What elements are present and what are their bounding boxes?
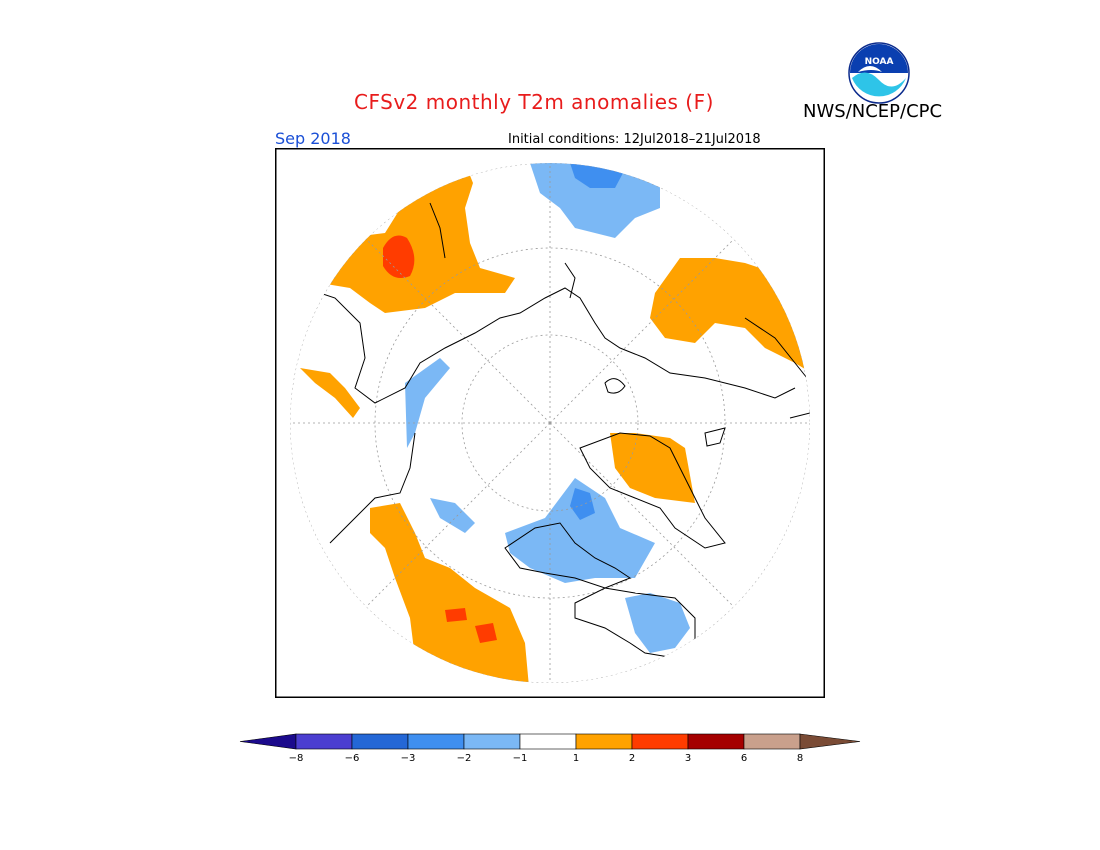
anomaly-siberia-hot xyxy=(383,235,415,279)
anomaly-archipelago-cooler xyxy=(570,488,595,520)
colorbar-tick-label: −6 xyxy=(345,753,360,764)
colorbar-swatch xyxy=(519,733,577,750)
latitude-circle-inner xyxy=(461,334,639,512)
meridian-135 xyxy=(549,422,735,608)
colorbar-tick-label: 3 xyxy=(685,753,691,764)
logo-text: NOAA xyxy=(865,57,894,67)
initial-conditions: Initial conditions: 12Jul2018–21Jul2018 xyxy=(508,132,761,147)
colorbar-arrow-low xyxy=(239,733,297,750)
map-title: CFSv2 monthly T2m anomalies (F) xyxy=(354,90,714,114)
colorbar-tick-label: 2 xyxy=(629,753,635,764)
anomaly-siberia-warm xyxy=(315,163,515,313)
colorbar-arrow-high xyxy=(799,733,861,750)
grid-lines xyxy=(290,163,810,683)
colorbar-swatch xyxy=(631,733,689,750)
anomaly-hudson-cool xyxy=(625,593,690,653)
meridian-225 xyxy=(365,422,551,608)
anomaly-beaufort-cool xyxy=(430,498,475,533)
colorbar-tick-label: −1 xyxy=(513,753,528,764)
colorbar-tick-label: −8 xyxy=(289,753,304,764)
colorbar-tick-label: 6 xyxy=(741,753,747,764)
anomaly-westna-warm xyxy=(370,503,530,683)
anomaly-westna-hot2 xyxy=(475,623,497,643)
noaa-logo: NOAA xyxy=(848,42,910,104)
meridian-315 xyxy=(365,238,551,424)
anomaly-archipelago-cool xyxy=(505,478,655,583)
anomaly-greenland-warm xyxy=(610,433,695,503)
colorbar-swatch xyxy=(351,733,409,750)
anomaly-westna-hot1 xyxy=(445,608,467,622)
colorbar-swatch xyxy=(575,733,633,750)
color-scale: −8 −6 −3 −2 −1 1 2 3 6 8 xyxy=(239,733,861,764)
meridian-45 xyxy=(549,238,735,424)
organization-label: NWS/NCEP/CPC xyxy=(803,101,943,122)
anomaly-esiberia-cool xyxy=(405,358,450,448)
colorbar-swatch xyxy=(687,733,745,750)
forecast-month: Sep 2018 xyxy=(275,129,351,148)
colorbar-swatch xyxy=(743,733,801,750)
colorbar-swatch xyxy=(463,733,521,750)
colorbar-swatch xyxy=(407,733,465,750)
colorbar-tick-label: −3 xyxy=(401,753,416,764)
anomaly-alaska-warm xyxy=(300,368,360,418)
colorbar-swatch xyxy=(295,733,353,750)
colorbar-tick-label: 1 xyxy=(573,753,579,764)
colorbar-tick-label: −2 xyxy=(457,753,472,764)
colorbar-tick-label: 8 xyxy=(797,753,803,764)
polar-map xyxy=(275,148,825,698)
